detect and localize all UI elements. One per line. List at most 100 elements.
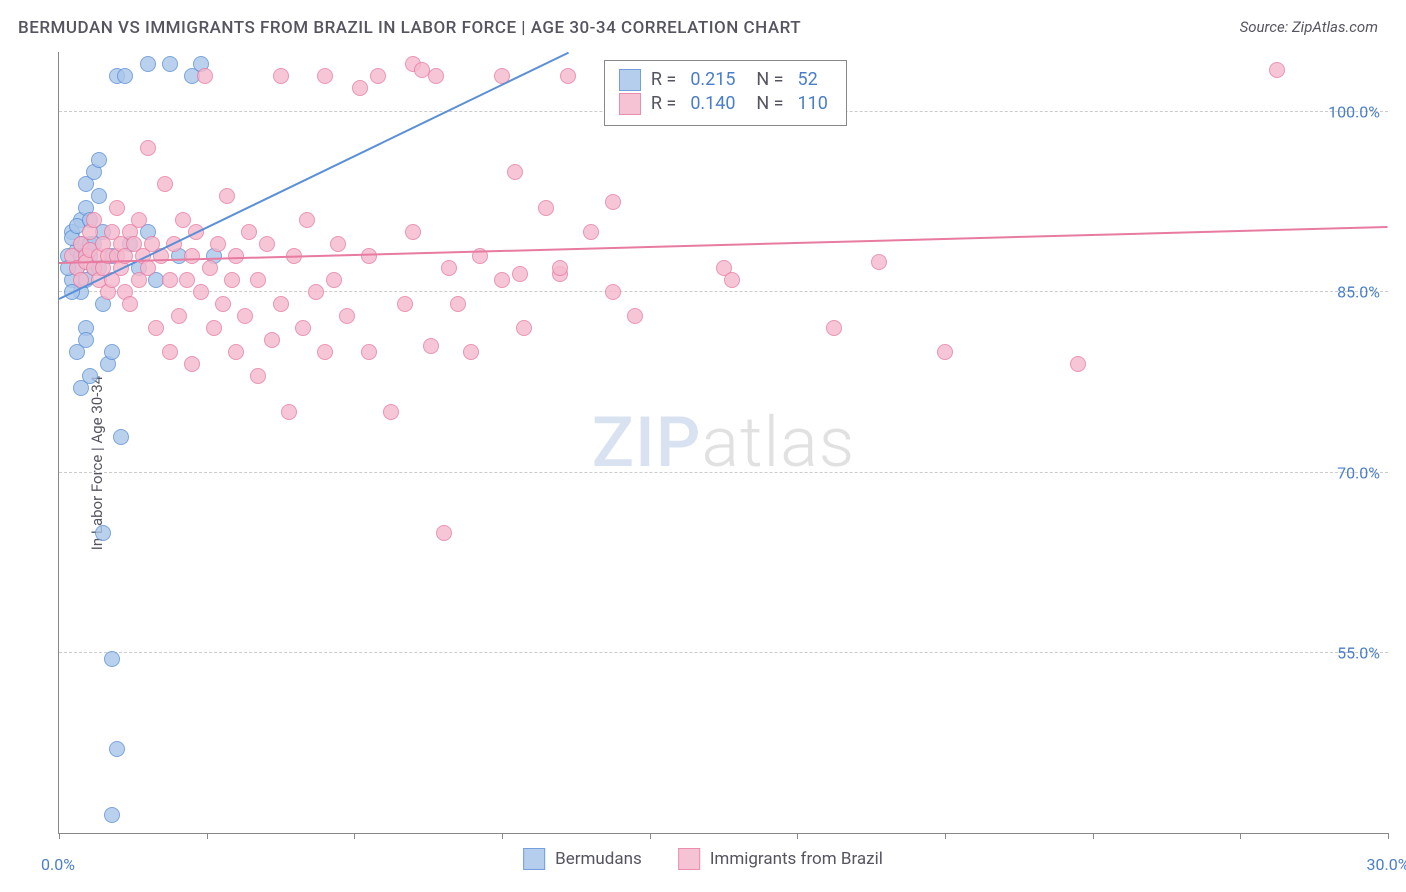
data-point — [175, 212, 191, 228]
data-point — [131, 212, 147, 228]
data-point — [1269, 62, 1285, 78]
legend-bottom: Bermudans Immigrants from Brazil — [523, 848, 883, 870]
data-point — [122, 296, 138, 312]
data-point — [552, 260, 568, 276]
data-point — [724, 272, 740, 288]
n-value: 110 — [798, 93, 832, 114]
data-point — [104, 344, 120, 360]
r-label: R = — [651, 93, 676, 114]
data-point — [273, 296, 289, 312]
legend-row: R = 0.215 N = 52 — [619, 69, 832, 91]
data-point — [78, 332, 94, 348]
data-point — [583, 224, 599, 240]
data-point — [308, 284, 324, 300]
data-point — [193, 284, 209, 300]
data-point — [202, 260, 218, 276]
data-point — [627, 308, 643, 324]
data-point — [91, 152, 107, 168]
data-point — [210, 236, 226, 252]
data-point — [339, 308, 355, 324]
data-point — [361, 344, 377, 360]
data-point — [494, 272, 510, 288]
data-point — [871, 254, 887, 270]
y-tick-label: 100.0% — [1328, 103, 1380, 122]
data-point — [104, 807, 120, 823]
data-point — [1070, 356, 1086, 372]
data-point — [184, 248, 200, 264]
data-point — [104, 651, 120, 667]
data-point — [197, 68, 213, 84]
n-value: 52 — [798, 69, 832, 90]
correlation-legend: R =0.215N =52R =0.140N =110 — [604, 60, 847, 126]
data-point — [605, 194, 621, 210]
data-point — [148, 320, 164, 336]
data-point — [95, 525, 111, 541]
data-point — [826, 320, 842, 336]
data-point — [605, 284, 621, 300]
data-point — [228, 344, 244, 360]
source-label: Source: ZipAtlas.com — [1240, 18, 1378, 36]
x-tick-label: 0.0% — [41, 855, 75, 874]
data-point — [140, 56, 156, 72]
regression-line — [59, 52, 569, 300]
legend-item: Bermudans — [523, 848, 642, 870]
y-tick-label: 55.0% — [1337, 643, 1380, 662]
data-point — [157, 176, 173, 192]
legend-label: Bermudans — [555, 849, 642, 869]
data-point — [299, 212, 315, 228]
data-point — [428, 68, 444, 84]
data-point — [361, 248, 377, 264]
data-point — [273, 68, 289, 84]
data-point — [507, 164, 523, 180]
data-point — [86, 212, 102, 228]
data-point — [512, 266, 528, 282]
data-point — [237, 308, 253, 324]
data-point — [352, 80, 368, 96]
y-tick-label: 85.0% — [1337, 283, 1380, 302]
legend-label: Immigrants from Brazil — [710, 849, 883, 869]
data-point — [370, 68, 386, 84]
data-point — [91, 188, 107, 204]
data-point — [171, 308, 187, 324]
data-point — [73, 380, 89, 396]
data-point — [326, 272, 342, 288]
data-point — [162, 56, 178, 72]
data-point — [281, 404, 297, 420]
data-point — [397, 296, 413, 312]
data-point — [405, 224, 421, 240]
r-value: 0.215 — [690, 69, 746, 90]
data-point — [441, 260, 457, 276]
data-point — [423, 338, 439, 354]
data-point — [450, 296, 466, 312]
data-point — [162, 272, 178, 288]
data-point — [241, 224, 257, 240]
data-point — [109, 200, 125, 216]
data-point — [463, 344, 479, 360]
r-label: R = — [651, 69, 676, 90]
legend-swatch — [619, 93, 641, 115]
data-point — [259, 236, 275, 252]
y-tick-label: 70.0% — [1337, 463, 1380, 482]
data-point — [436, 525, 452, 541]
data-point — [109, 741, 125, 757]
data-point — [113, 429, 129, 445]
data-point — [250, 368, 266, 384]
chart-container: In Labor Force | Age 30-34 ZIPatlas 55.0… — [18, 52, 1388, 874]
data-point — [117, 68, 133, 84]
data-point — [317, 68, 333, 84]
data-point — [295, 320, 311, 336]
n-label: N = — [756, 93, 783, 114]
legend-swatch — [619, 69, 641, 91]
data-point — [219, 188, 235, 204]
legend-swatch — [523, 848, 545, 870]
chart-title: BERMUDAN VS IMMIGRANTS FROM BRAZIL IN LA… — [18, 18, 801, 38]
x-tick — [1388, 833, 1389, 839]
data-point — [330, 236, 346, 252]
data-point — [224, 272, 240, 288]
data-point — [538, 200, 554, 216]
x-tick-label: 30.0% — [1367, 855, 1406, 874]
data-point — [264, 332, 280, 348]
data-point — [317, 344, 333, 360]
data-point — [140, 260, 156, 276]
n-label: N = — [756, 69, 783, 90]
